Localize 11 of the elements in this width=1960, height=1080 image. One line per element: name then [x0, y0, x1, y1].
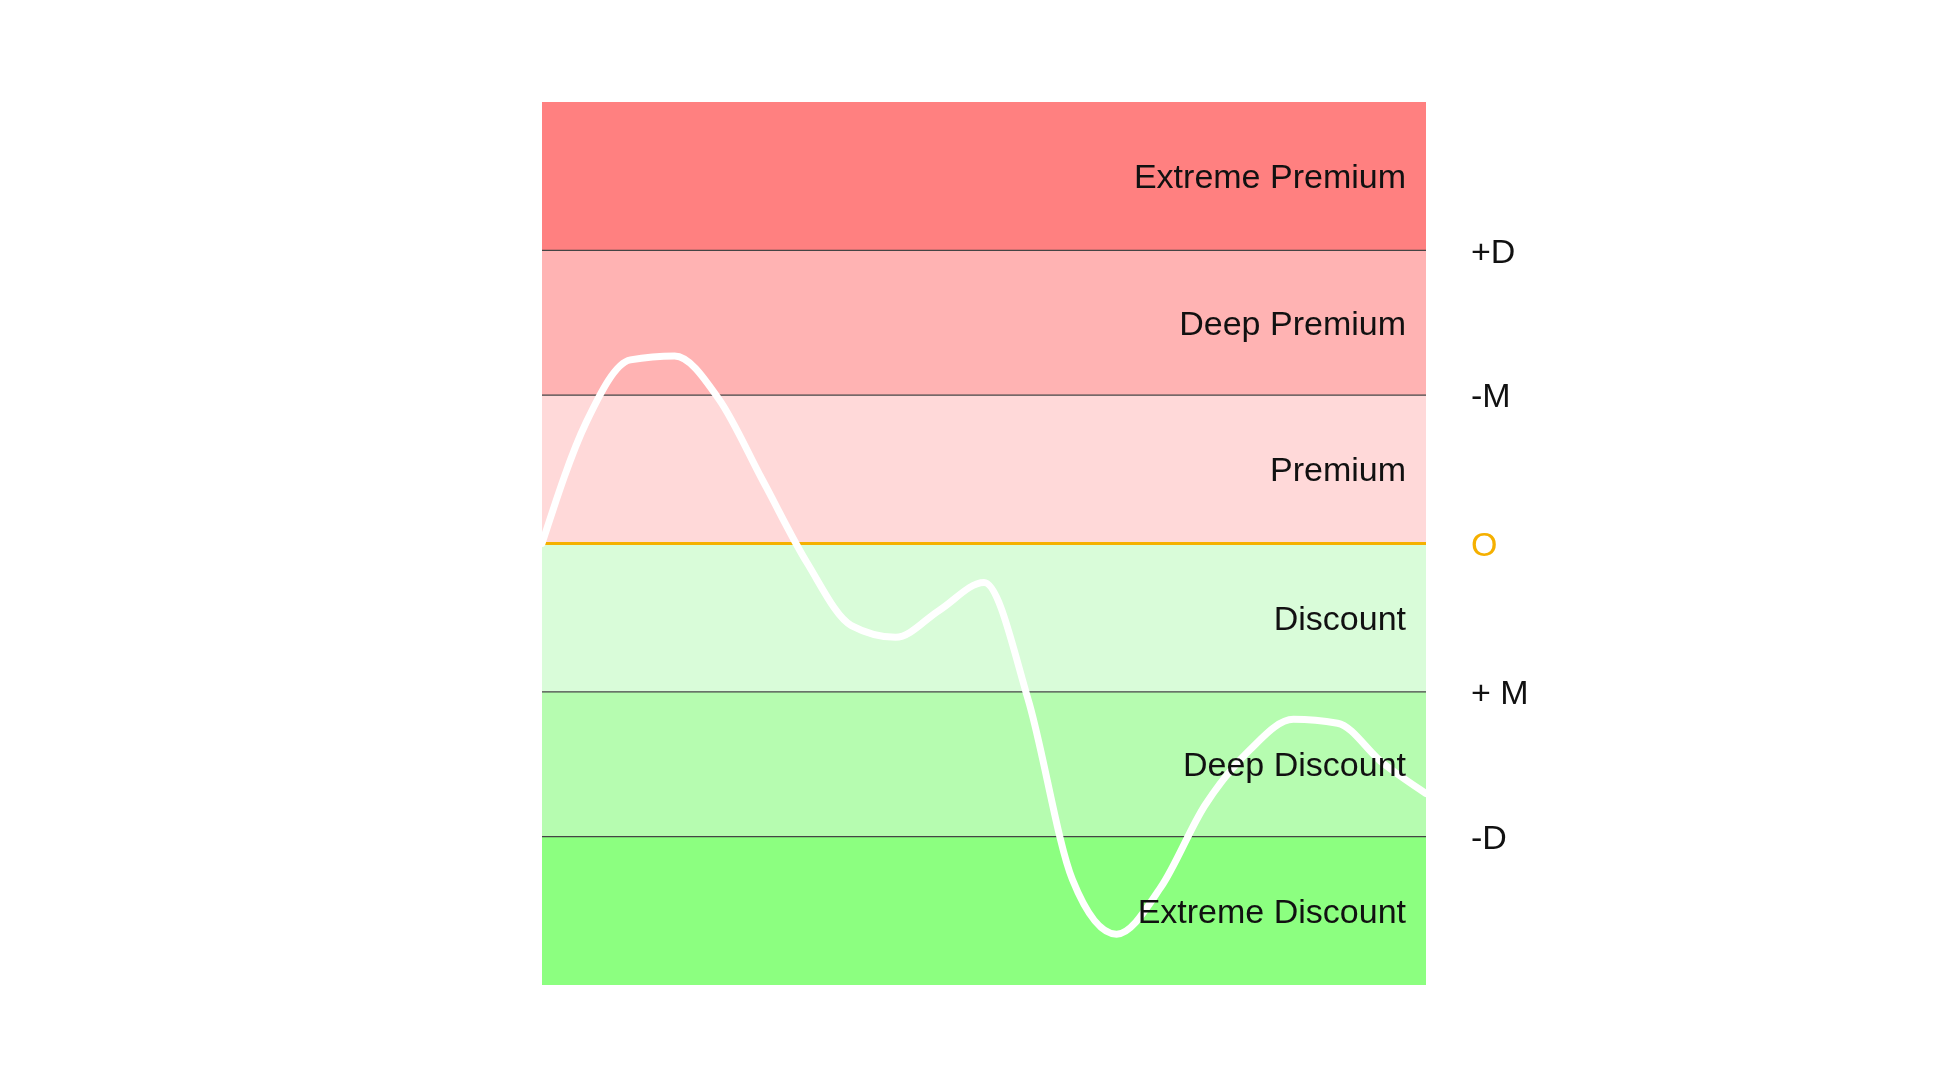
band-label: Extreme Premium — [1133, 157, 1406, 196]
band-label: Discount — [1273, 598, 1407, 637]
ref-line-label: -D — [1471, 817, 1507, 856]
band-label: Deep Premium — [1179, 303, 1406, 342]
band-label: Deep Discount — [1182, 745, 1407, 784]
band-label: Premium — [1269, 450, 1406, 489]
ref-line-label: +D — [1471, 231, 1516, 270]
ref-line-label: -M — [1471, 376, 1511, 415]
ref-line-label: O — [1471, 524, 1498, 563]
band-label: Extreme Discount — [1137, 891, 1407, 930]
ref-line-label: + M — [1471, 673, 1529, 712]
